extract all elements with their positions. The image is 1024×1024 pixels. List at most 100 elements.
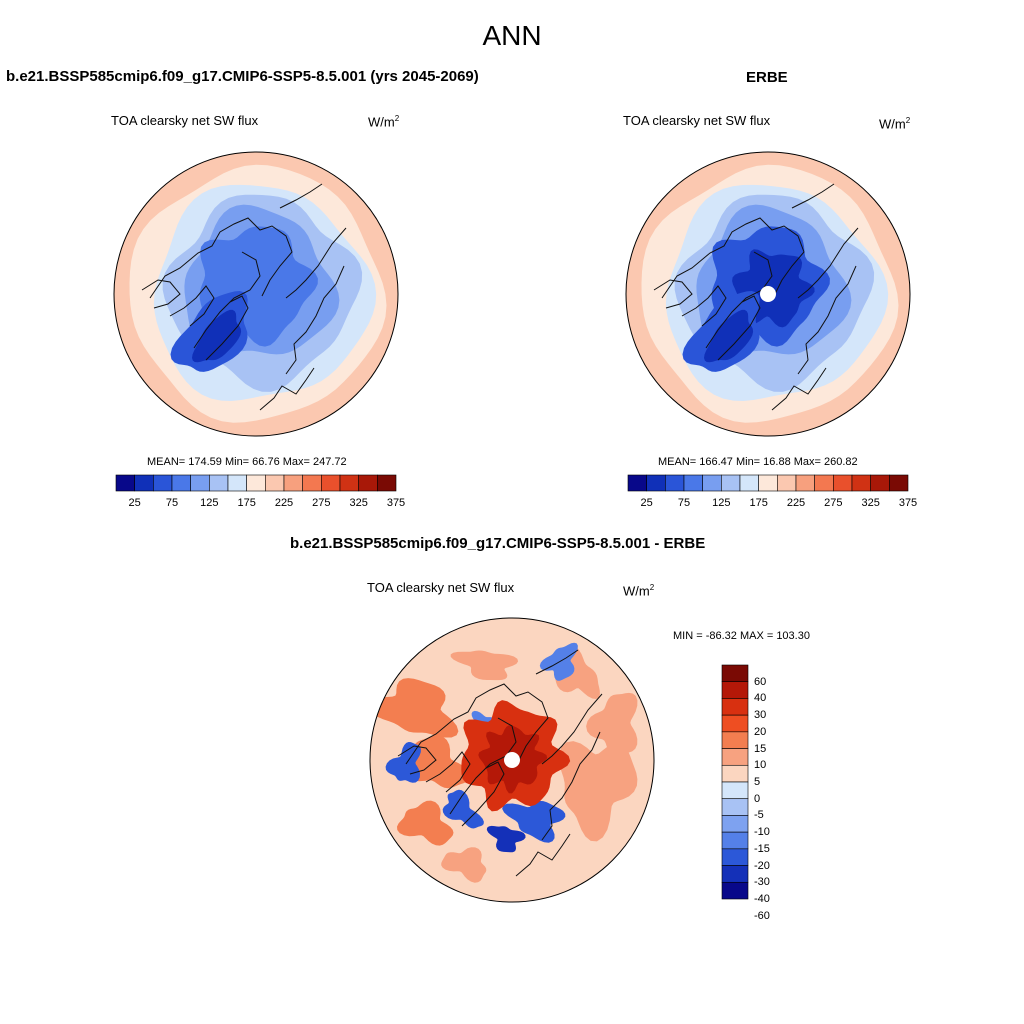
panel-obs-colorbar-labels: 25 75 125 175 225 275 325 375 xyxy=(628,497,918,511)
panel-obs-colorbar-swatch xyxy=(739,474,759,492)
panel-model-colorbar-swatch xyxy=(246,474,266,492)
panel-obs-colorbar-swatch xyxy=(665,474,685,492)
panel-diff-colorbar-tick-label: -15 xyxy=(754,842,770,855)
panel-model-colorbar-tick-label: 275 xyxy=(312,497,331,509)
panel-model-colorbar-swatch xyxy=(153,474,173,492)
panel-diff-colorbar-tick-label: -20 xyxy=(754,859,770,872)
field-warm-anomaly xyxy=(441,847,487,883)
panel-model-variable: TOA clearsky net SW flux xyxy=(111,113,259,128)
panel-obs-colorbar-tick-label: 325 xyxy=(861,497,880,509)
panel-obs-colorbar-swatch xyxy=(833,474,853,492)
panel-model-colorbar-swatch xyxy=(358,474,378,492)
panel-diff-colorbar-tick-label: -60 xyxy=(754,909,770,922)
panel-obs-colorbar-swatch xyxy=(889,474,909,492)
panel-diff-stats: MIN = -86.32 MAX = 103.30 xyxy=(673,630,810,642)
panel-obs-colorbar-swatch xyxy=(777,474,797,492)
coastline xyxy=(541,693,603,765)
panel-diff-colorbar-swatch xyxy=(721,748,749,766)
coastline xyxy=(279,183,323,209)
panel-obs-colorbar-swatch xyxy=(646,474,666,492)
panel-diff-colorbar-swatch xyxy=(721,731,749,749)
coastline xyxy=(169,285,215,327)
panel-model-colorbar-swatch xyxy=(321,474,341,492)
coastline xyxy=(285,227,347,299)
panel-diff-colorbar-tick-label: 0 xyxy=(754,792,761,805)
panel-diff-colorbar-tick-label: -40 xyxy=(754,893,770,905)
panel-diff-colorbar-swatch xyxy=(721,664,749,683)
panel-obs-variable: TOA clearsky net SW flux xyxy=(623,113,771,128)
panel-model-colorbar-tick-label: 25 xyxy=(128,497,141,509)
field-warm-anomaly xyxy=(397,800,454,846)
coastline xyxy=(541,731,601,841)
panel-obs-colorbar-swatch xyxy=(758,474,778,492)
panel-model-colorbar-tick-label: 325 xyxy=(349,497,368,509)
panel-obs-colorbar xyxy=(627,474,909,492)
panel-obs-colorbar-swatch xyxy=(851,474,871,492)
coastline xyxy=(771,367,827,411)
panel-model-colorbar xyxy=(115,474,397,492)
panel-diff-variable: TOA clearsky net SW flux xyxy=(367,580,515,595)
coastline xyxy=(405,683,549,765)
panel-diff-colorbar-swatch xyxy=(721,815,749,833)
panel-model-units: W/m2 xyxy=(368,114,400,130)
panel-obs-colorbar-tick-label: 175 xyxy=(749,497,768,509)
panel-model-colorbar-labels: 25 75 125 175 225 275 325 375 xyxy=(116,497,406,511)
panel-diff-colorbar xyxy=(721,664,749,900)
panel-model-title: b.e21.BSSP585cmip6.f09_g17.CMIP6-SSP5-8.… xyxy=(6,68,479,85)
panel-model-colorbar-swatch xyxy=(134,474,154,492)
panel-obs-colorbar-tick-label: 375 xyxy=(898,497,918,509)
panel-obs-colorbar-tick-label: 275 xyxy=(824,497,843,509)
panel-model-colorbar-tick-label: 375 xyxy=(386,497,406,509)
panel-diff-colorbar-swatch xyxy=(721,831,749,850)
field-warm-anomaly xyxy=(370,678,459,738)
panel-diff-polar-map xyxy=(369,617,655,903)
panel-diff-colorbar-swatch xyxy=(721,764,749,783)
panel-obs-colorbar-tick-label: 225 xyxy=(786,497,806,509)
field-cool-anomaly xyxy=(486,825,526,853)
coastline xyxy=(193,251,261,349)
field-warm-anomaly xyxy=(450,650,519,681)
panel-obs-colorbar-swatch xyxy=(683,474,703,492)
panel-obs-colorbar-swatch xyxy=(795,474,815,492)
panel-diff-colorbar-swatch xyxy=(721,781,749,800)
panel-model-colorbar-swatch xyxy=(283,474,303,492)
figure-title: ANN xyxy=(482,20,542,51)
panel-model-colorbar-swatch xyxy=(227,474,247,492)
coastline xyxy=(205,295,249,361)
panel-obs-stats: MEAN= 166.47 Min= 16.88 Max= 260.82 xyxy=(658,456,858,468)
field-warm-anomaly xyxy=(404,735,471,789)
panel-diff-colorbar-swatch xyxy=(721,865,749,883)
coastline xyxy=(397,745,437,775)
coastline xyxy=(285,265,345,375)
coastline xyxy=(653,279,693,309)
panel-diff-colorbar-tick-label: 15 xyxy=(754,742,767,755)
panel-diff-colorbar-tick-label: 10 xyxy=(754,759,767,772)
panel-obs-colorbar-tick-label: 25 xyxy=(640,497,653,509)
coastline xyxy=(705,251,773,349)
panel-diff-colorbar-tick-label: 5 xyxy=(754,776,761,788)
coastline xyxy=(515,833,571,877)
pole-missing-data xyxy=(504,752,520,768)
panel-obs-colorbar-swatch xyxy=(870,474,890,492)
panel-diff-colorbar-swatch xyxy=(721,698,749,716)
field-greenland-core xyxy=(192,309,242,363)
panel-obs-colorbar-swatch xyxy=(702,474,722,492)
panel-obs-units: W/m2 xyxy=(879,116,911,132)
coastline xyxy=(149,217,293,299)
panel-diff-colorbar-tick-label: 20 xyxy=(754,725,767,738)
field-cool-anomaly xyxy=(385,742,421,783)
panel-model-colorbar-tick-label: 75 xyxy=(165,497,179,509)
map-border xyxy=(625,151,911,437)
coastline xyxy=(141,279,181,309)
field-cool-anomaly xyxy=(502,800,566,843)
panel-model-colorbar-swatch xyxy=(171,474,191,492)
panel-model-colorbar-swatch xyxy=(209,474,229,492)
coastline xyxy=(259,367,315,411)
panel-obs-colorbar-swatch xyxy=(627,474,647,492)
panel-model-colorbar-swatch xyxy=(265,474,285,492)
panel-diff-colorbar-tick-label: -5 xyxy=(754,809,764,822)
panel-diff-colorbar-swatch xyxy=(721,798,749,816)
panel-model-colorbar-tick-label: 125 xyxy=(200,497,219,509)
coastline xyxy=(535,649,579,675)
field-cool-anomaly xyxy=(442,789,484,829)
